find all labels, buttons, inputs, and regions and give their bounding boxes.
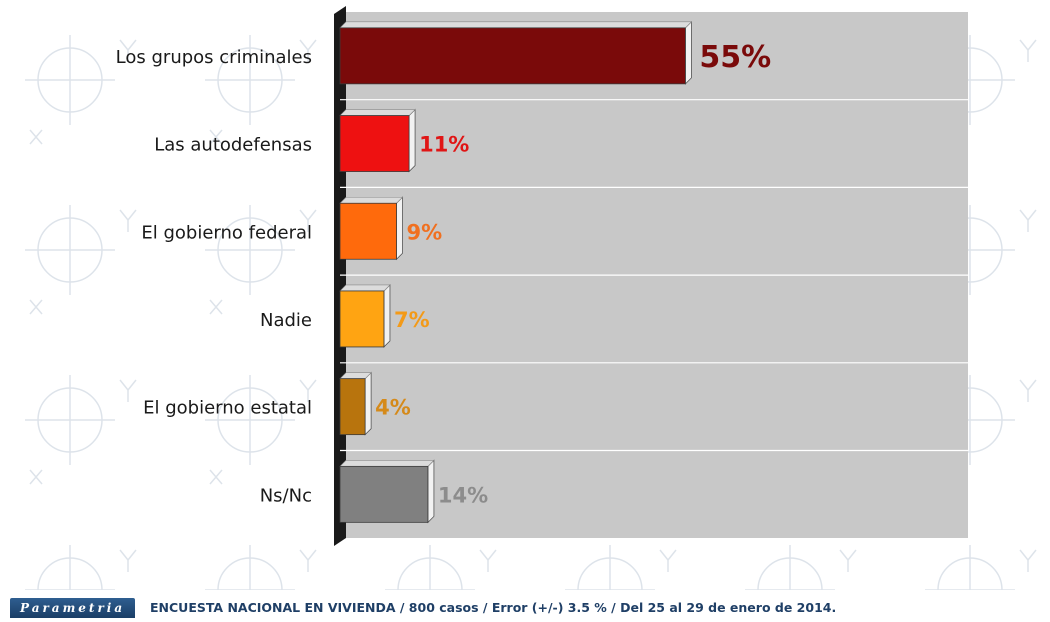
bar-side [408, 108, 416, 173]
bar-top [339, 460, 435, 467]
value-label: 4% [375, 396, 411, 420]
bar [339, 465, 429, 523]
value-labels: 55% 11% 9% 7% 4% 14% [375, 40, 771, 508]
value-label: 11% [419, 133, 469, 157]
bar-chart: Los grupos criminales Las autodefensas El … [0, 0, 1050, 590]
category-labels: Los grupos criminales Las autodefensas El … [116, 47, 312, 507]
bar-side [427, 459, 435, 524]
category-label: El gobierno federal [141, 222, 312, 243]
category-label: Las autodefensas [154, 135, 312, 156]
category-label: Nadie [260, 310, 312, 331]
bar-top [339, 109, 416, 116]
value-label: 55% [699, 40, 771, 75]
bar-top [339, 21, 693, 29]
bar-side [685, 20, 692, 85]
footer: Parametria ENCUESTA NACIONAL EN VIVIENDA… [0, 590, 1050, 622]
bar-side [364, 371, 372, 436]
bars-group [339, 20, 693, 524]
category-label: Ns/Nc [260, 485, 312, 506]
bar-top [339, 196, 404, 204]
footnote: ENCUESTA NACIONAL EN VIVIENDA / 800 caso… [150, 600, 837, 615]
bar [339, 27, 686, 85]
category-label: El gobierno estatal [143, 398, 312, 419]
gridlines [340, 99, 968, 452]
bar [339, 115, 410, 172]
bar-top [339, 284, 391, 292]
value-label: 7% [394, 308, 430, 332]
bar-side [383, 283, 391, 348]
value-label: 14% [438, 483, 488, 507]
bar [339, 202, 397, 260]
brand-badge: Parametria [10, 598, 136, 618]
bar [339, 290, 385, 348]
value-label: 9% [407, 220, 443, 244]
category-label: Los grupos criminales [116, 47, 312, 68]
bar-side [396, 196, 403, 261]
bar [339, 378, 366, 436]
